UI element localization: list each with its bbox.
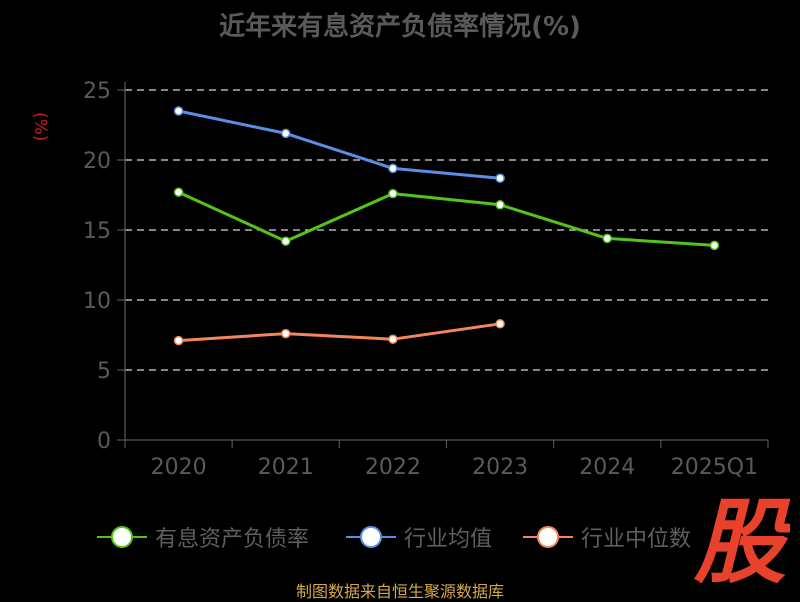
series-line bbox=[178, 109, 501, 180]
legend-label: 有息资产负债率 bbox=[155, 527, 310, 552]
data-point[interactable] bbox=[173, 335, 184, 346]
x-tick-label: 2024 bbox=[579, 455, 635, 480]
data-point[interactable] bbox=[495, 173, 505, 183]
data-point[interactable] bbox=[388, 334, 398, 344]
x-tick-label: 2022 bbox=[365, 455, 421, 480]
grid-lines bbox=[125, 89, 768, 371]
legend-label: 行业中位数 bbox=[581, 527, 692, 552]
y-tick-label: 20 bbox=[83, 149, 111, 174]
brand-logo: 股 bbox=[693, 492, 790, 592]
data-point[interactable] bbox=[173, 106, 184, 116]
data-point[interactable] bbox=[709, 240, 720, 251]
y-tick-labels: 0 5 10 15 20 25 bbox=[83, 79, 111, 454]
legend-marker-icon bbox=[523, 526, 573, 548]
data-point[interactable] bbox=[173, 187, 184, 197]
y-tick-label: 25 bbox=[83, 79, 111, 104]
data-source-note: 制图数据来自恒生聚源数据库 bbox=[295, 582, 504, 601]
axes bbox=[117, 82, 769, 448]
data-point[interactable] bbox=[388, 163, 398, 174]
svg-text:股: 股 bbox=[693, 492, 790, 592]
x-tick-label: 2025Q1 bbox=[671, 455, 758, 480]
legend-item-series-1[interactable]: 行业均值 bbox=[346, 520, 492, 554]
x-tick-label: 2023 bbox=[472, 455, 528, 480]
legend-item-series-2[interactable]: 行业中位数 bbox=[523, 520, 691, 554]
series-0 bbox=[173, 187, 720, 251]
data-point[interactable] bbox=[281, 128, 291, 139]
data-point[interactable] bbox=[281, 328, 291, 339]
series-line bbox=[177, 190, 715, 247]
x-tick-label: 2020 bbox=[151, 455, 207, 480]
series-lines bbox=[173, 106, 720, 346]
y-tick-label: 0 bbox=[97, 429, 111, 454]
data-point[interactable] bbox=[388, 188, 398, 199]
series-1 bbox=[173, 106, 505, 183]
data-point[interactable] bbox=[602, 233, 612, 244]
y-tick-label: 15 bbox=[83, 219, 111, 244]
x-tick-label: 2021 bbox=[258, 455, 314, 480]
legend-marker-icon bbox=[97, 526, 147, 548]
legend-item-series-0[interactable]: 有息资产负债率 bbox=[97, 520, 309, 554]
data-point[interactable] bbox=[495, 200, 505, 210]
legend-marker-icon bbox=[346, 526, 396, 548]
y-tick-label: 10 bbox=[83, 289, 111, 314]
x-tick-labels: 2020 2021 2022 2023 2024 2025Q1 bbox=[151, 455, 758, 480]
data-point[interactable] bbox=[495, 319, 505, 329]
y-tick-label: 5 bbox=[97, 359, 111, 384]
legend-label: 行业均值 bbox=[404, 527, 493, 552]
legend: 有息资产负债率 行业均值 行业中位数 bbox=[0, 520, 800, 554]
series-line bbox=[178, 322, 501, 343]
data-point[interactable] bbox=[281, 236, 291, 246]
chart-title: 近年来有息资产负债率情况(%) bbox=[219, 12, 581, 42]
series-2 bbox=[173, 319, 505, 346]
